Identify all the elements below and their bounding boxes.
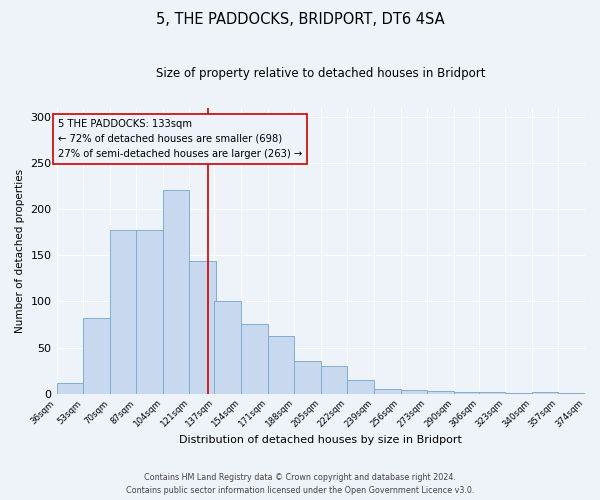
Bar bbox=[136, 230, 163, 394]
Bar bbox=[479, 392, 505, 394]
Bar bbox=[532, 392, 559, 394]
Bar bbox=[56, 384, 83, 394]
Bar bbox=[454, 392, 480, 394]
Bar bbox=[214, 302, 241, 394]
Bar bbox=[401, 390, 427, 394]
Bar bbox=[559, 392, 585, 394]
Bar bbox=[294, 362, 321, 394]
Bar bbox=[321, 366, 347, 394]
Bar bbox=[241, 324, 268, 394]
Bar bbox=[347, 380, 374, 394]
Text: 5 THE PADDOCKS: 133sqm
← 72% of detached houses are smaller (698)
27% of semi-de: 5 THE PADDOCKS: 133sqm ← 72% of detached… bbox=[58, 119, 302, 158]
Bar bbox=[190, 261, 216, 394]
Text: 5, THE PADDOCKS, BRIDPORT, DT6 4SA: 5, THE PADDOCKS, BRIDPORT, DT6 4SA bbox=[155, 12, 445, 28]
Text: Contains HM Land Registry data © Crown copyright and database right 2024.
Contai: Contains HM Land Registry data © Crown c… bbox=[126, 474, 474, 495]
Title: Size of property relative to detached houses in Bridport: Size of property relative to detached ho… bbox=[156, 68, 485, 80]
Bar bbox=[374, 389, 401, 394]
X-axis label: Distribution of detached houses by size in Bridport: Distribution of detached houses by size … bbox=[179, 435, 462, 445]
Bar bbox=[163, 190, 190, 394]
Bar bbox=[505, 392, 532, 394]
Bar bbox=[110, 230, 136, 394]
Bar bbox=[427, 391, 454, 394]
Y-axis label: Number of detached properties: Number of detached properties bbox=[15, 168, 25, 333]
Bar bbox=[268, 336, 294, 394]
Bar bbox=[83, 318, 110, 394]
